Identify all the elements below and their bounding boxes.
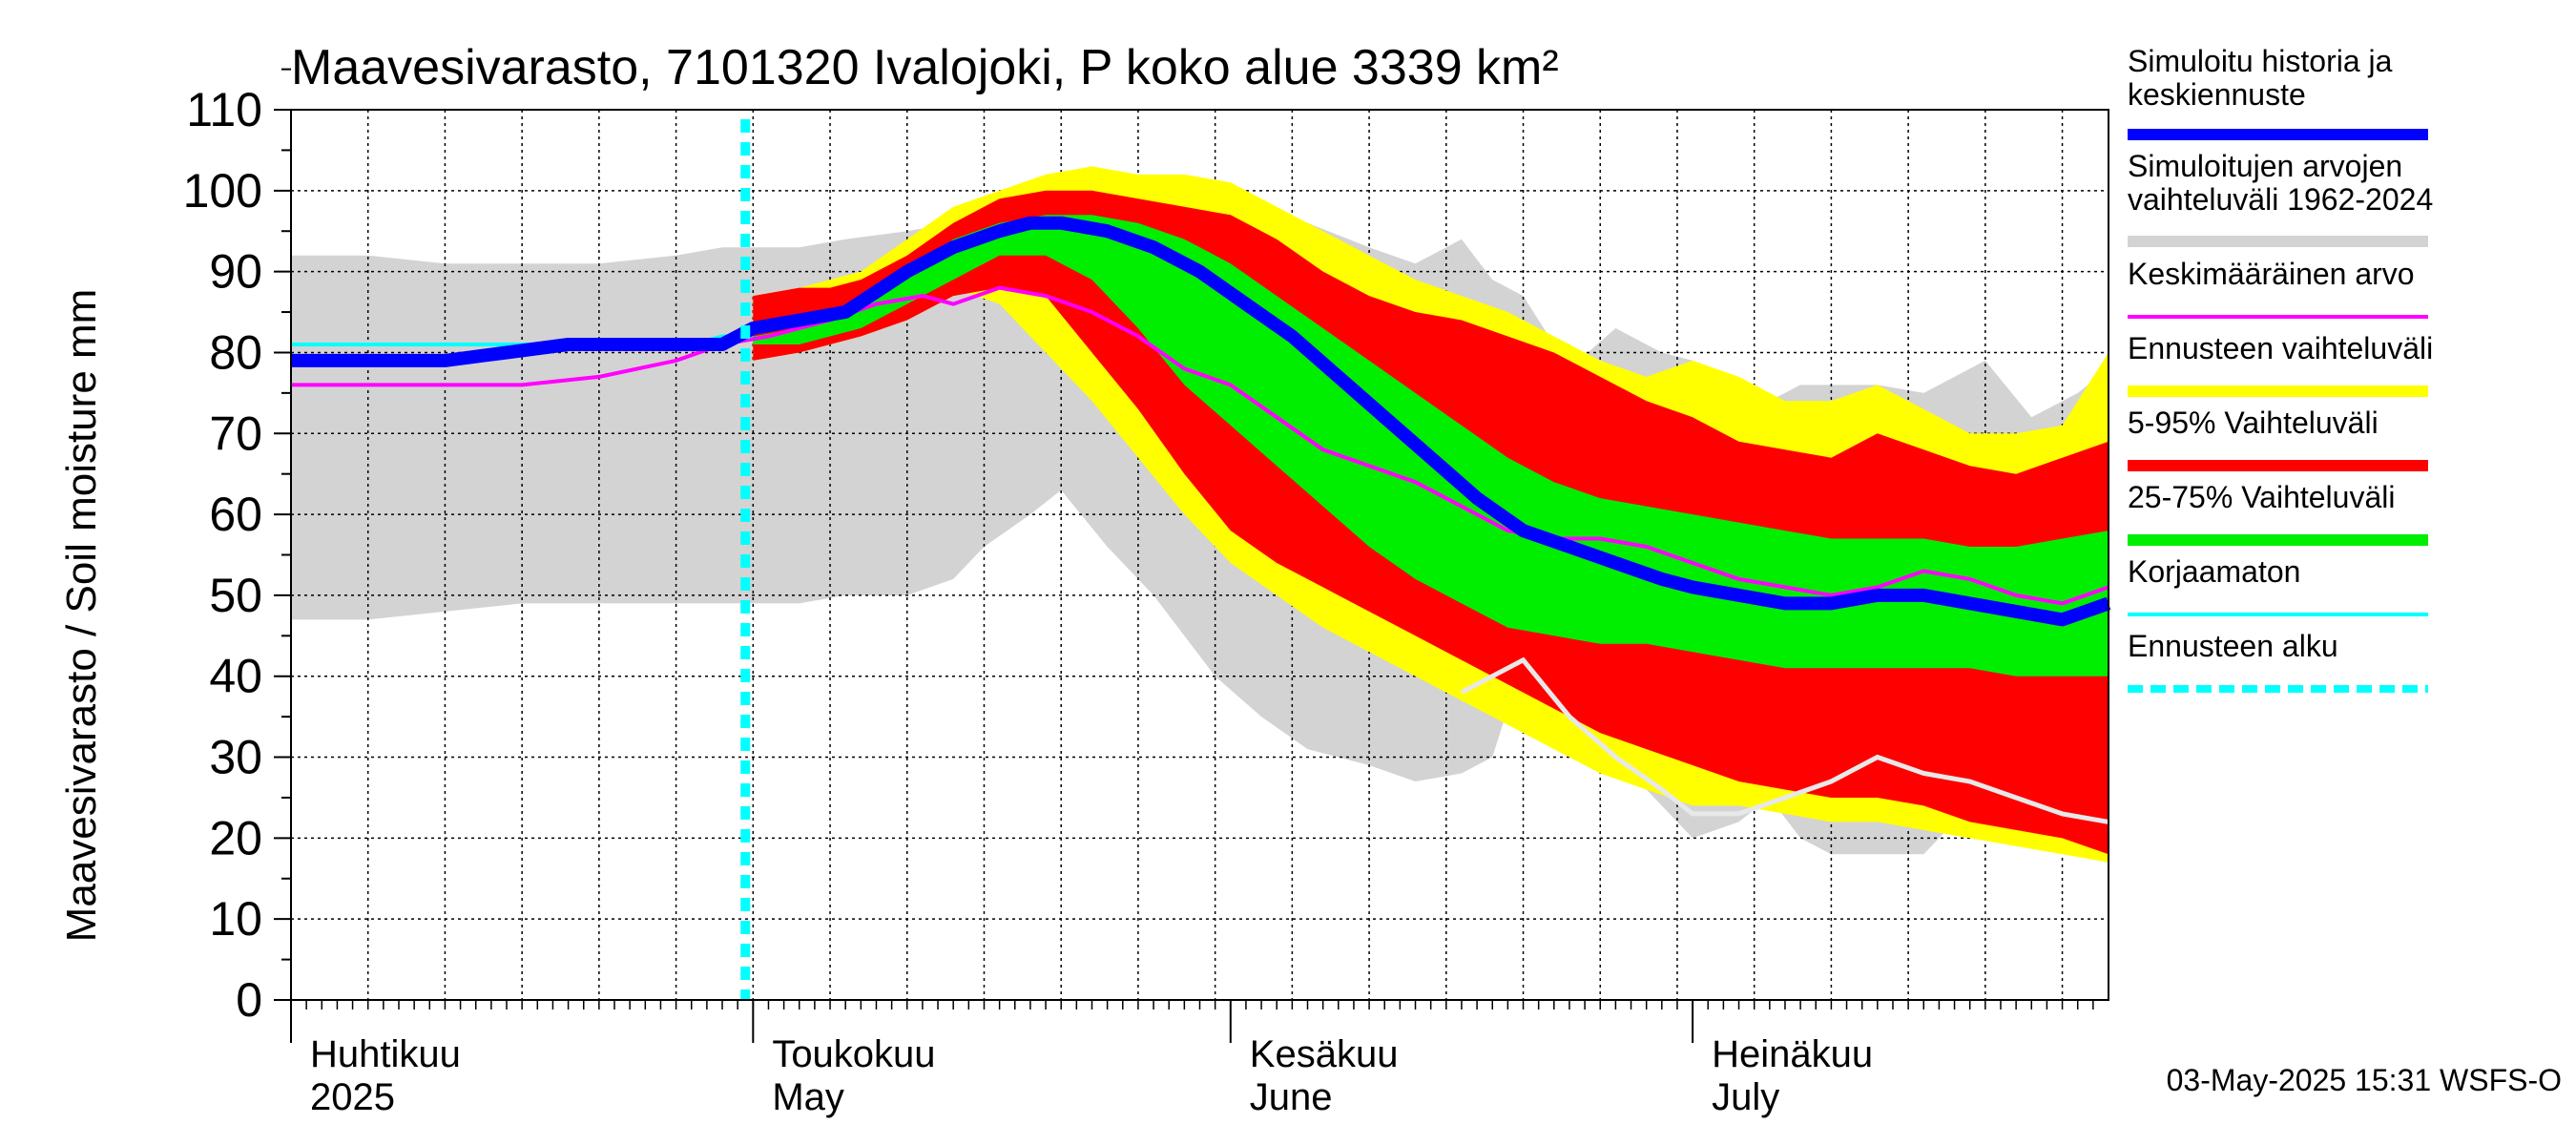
mean-line bbox=[291, 285, 2109, 606]
legend-label: 25-75% Vaihteluväli bbox=[2128, 480, 2395, 514]
y-tick-label: 110 bbox=[186, 83, 262, 136]
y-tick-label: 40 bbox=[209, 650, 262, 703]
x-month-label-en: 2025 bbox=[310, 1076, 395, 1118]
historical-line bbox=[1460, 656, 2109, 824]
y-tick-label: 90 bbox=[209, 245, 262, 299]
y-tick-label: 20 bbox=[209, 811, 262, 864]
x-month-label: Toukokuu bbox=[772, 1033, 935, 1075]
chart-title: Maavesivarasto, 7101320 Ivalojoki, P kok… bbox=[291, 40, 1559, 95]
p25-p75-band bbox=[753, 215, 2109, 677]
y-tick-label: 30 bbox=[209, 731, 262, 784]
x-month-label: Kesäkuu bbox=[1250, 1033, 1399, 1075]
legend-label: Ennusteen vaihteluväli bbox=[2128, 331, 2433, 365]
legend-label: Simuloitujen arvojen bbox=[2128, 149, 2402, 183]
legend-label: vaihteluväli 1962-2024 bbox=[2128, 182, 2433, 217]
legend-label: 5-95% Vaihteluväli bbox=[2128, 406, 2379, 440]
x-month-label: Heinäkuu bbox=[1712, 1033, 1873, 1075]
legend-label: Simuloitu historia ja bbox=[2128, 44, 2393, 78]
median-forecast-line bbox=[291, 216, 2111, 627]
plot-area bbox=[291, 110, 2111, 1000]
x-month-label: Huhtikuu bbox=[310, 1033, 461, 1075]
y-tick-label: 60 bbox=[209, 488, 262, 541]
timestamp-label: 03-May-2025 15:31 WSFS-O bbox=[2167, 1063, 2562, 1097]
x-month-label-en: May bbox=[772, 1076, 844, 1118]
x-month-label-en: July bbox=[1712, 1076, 1779, 1118]
y-tick-label: 70 bbox=[209, 406, 262, 460]
legend-label: Korjaamaton bbox=[2128, 554, 2300, 589]
legend-label: Keskimääräinen arvo bbox=[2128, 257, 2415, 291]
y-tick-label: 100 bbox=[183, 164, 262, 218]
y-tick-label: 10 bbox=[209, 892, 262, 946]
x-month-label-en: June bbox=[1250, 1076, 1333, 1118]
y-tick-label: 0 bbox=[236, 973, 262, 1027]
y-tick-label: 50 bbox=[209, 569, 262, 622]
legend-label: Ennusteen alku bbox=[2128, 629, 2338, 663]
y-axis-label: Maavesivarasto / Soil moisture mm bbox=[58, 289, 105, 943]
y-tick-label: 80 bbox=[209, 325, 262, 379]
legend-label: keskiennuste bbox=[2128, 77, 2306, 112]
